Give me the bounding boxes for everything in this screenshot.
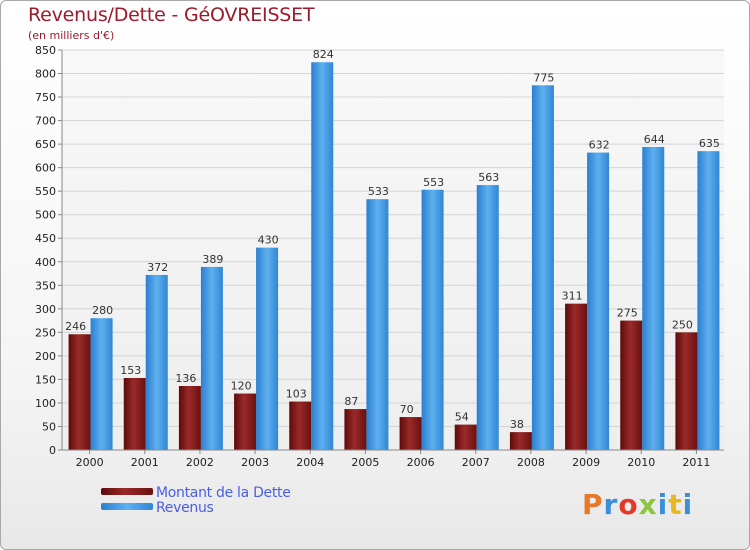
plot-area	[62, 50, 724, 450]
x-tick-label: 2001	[131, 456, 159, 469]
y-tick-label: 450	[35, 232, 56, 245]
y-tick-label: 600	[35, 162, 56, 175]
value-label: 280	[92, 304, 113, 317]
y-tick-label: 700	[35, 115, 56, 128]
value-label: 563	[478, 171, 499, 184]
x-tick-label: 2004	[296, 456, 324, 469]
value-label: 635	[699, 137, 720, 150]
y-tick-label: 200	[35, 350, 56, 363]
y-tick-label: 250	[35, 326, 56, 339]
logo-letter: r	[603, 488, 619, 521]
proxiti-logo: Proxiti	[582, 488, 693, 521]
bar-dette	[344, 409, 367, 450]
bar-revenus	[531, 85, 554, 450]
y-axis: 0 50 100 150 200 250 300 350 400 450 500 550 600 650 7…	[35, 44, 63, 457]
y-tick-label: 850	[35, 44, 56, 57]
bar-revenus	[145, 274, 168, 450]
x-tick-label: 2011	[682, 456, 710, 469]
y-tick-label: 400	[35, 256, 56, 269]
value-label: 87	[344, 395, 358, 408]
y-tick-label: 0	[49, 444, 56, 457]
y-tick-label: 150	[35, 373, 56, 386]
legend-label-revenus: Revenus	[156, 500, 214, 516]
value-label: 824	[313, 48, 334, 61]
value-label: 430	[258, 234, 279, 247]
value-label: 644	[644, 133, 665, 146]
bar-revenus	[642, 146, 665, 451]
x-tick-label: 2010	[627, 456, 655, 469]
legend-swatch-dette	[101, 488, 153, 495]
y-tick-label: 350	[35, 279, 56, 292]
value-label: 533	[368, 185, 389, 198]
x-tick-label: 2005	[351, 456, 379, 469]
value-label: 103	[286, 388, 307, 401]
value-labels: 246 280 153 372 136 389 120 430 103 824 87 533 70 553…	[65, 48, 720, 431]
x-axis: 2000 2001 2002 2003 2004 2005 2006 2007 2008 2009…	[62, 449, 724, 469]
value-label: 120	[231, 380, 252, 393]
bar-revenus	[311, 62, 334, 451]
y-tick-label: 650	[35, 138, 56, 151]
bars-group	[68, 62, 720, 451]
bar-revenus	[366, 199, 389, 450]
value-label: 632	[589, 139, 610, 152]
bar-dette	[509, 432, 532, 450]
value-label: 250	[672, 318, 693, 331]
x-tick-label: 2007	[462, 456, 490, 469]
bar-dette	[68, 334, 91, 450]
legend-swatch-revenus	[101, 503, 153, 510]
bar-revenus	[421, 189, 444, 450]
value-label: 372	[147, 261, 168, 274]
chart-subtitle: (en milliers d'€)	[28, 29, 115, 42]
x-tick-label: 2002	[186, 456, 214, 469]
bar-dette	[123, 378, 146, 450]
value-label: 153	[120, 364, 141, 377]
logo-letter: i	[657, 488, 669, 521]
x-tick-label: 2009	[572, 456, 600, 469]
value-label: 136	[175, 372, 196, 385]
value-label: 775	[533, 71, 554, 84]
logo-letter: x	[638, 488, 658, 521]
logo-letter: i	[682, 488, 694, 521]
bar-revenus	[476, 185, 499, 450]
y-tick-label: 500	[35, 209, 56, 222]
y-tick-label: 50	[42, 420, 56, 433]
y-tick-label: 550	[35, 185, 56, 198]
value-label: 38	[510, 418, 524, 431]
value-label: 553	[423, 176, 444, 189]
y-tick-label: 800	[35, 68, 56, 81]
bar-dette	[454, 424, 477, 450]
bar-dette	[399, 417, 422, 450]
bar-dette	[178, 386, 201, 450]
logo-letter: P	[582, 488, 604, 521]
bar-dette	[289, 401, 312, 450]
value-label: 70	[400, 403, 414, 416]
logo-letter: t	[668, 488, 683, 521]
chart-title: Revenus/Dette - GéOVREISSET	[28, 4, 315, 26]
x-tick-label: 2003	[241, 456, 269, 469]
x-tick-label: 2006	[407, 456, 435, 469]
legend	[101, 488, 153, 510]
value-label: 311	[562, 290, 583, 303]
bar-revenus	[90, 318, 113, 450]
bar-dette	[234, 393, 257, 450]
x-tick-label: 2008	[517, 456, 545, 469]
bar-revenus	[697, 151, 720, 451]
bar-revenus	[256, 247, 279, 450]
y-tick-label: 100	[35, 397, 56, 410]
value-label: 246	[65, 320, 86, 333]
value-label: 54	[455, 411, 469, 424]
x-tick-label: 2000	[76, 456, 104, 469]
bar-dette	[620, 320, 643, 450]
y-tick-label: 300	[35, 303, 56, 316]
y-tick-label: 750	[35, 91, 56, 104]
logo-letter: o	[618, 488, 639, 521]
value-label: 275	[617, 307, 638, 320]
value-label: 389	[202, 253, 223, 266]
bar-dette	[565, 303, 588, 450]
bar-revenus	[587, 152, 610, 450]
legend-label-dette: Montant de la Dette	[156, 485, 291, 501]
bar-revenus	[200, 266, 223, 450]
bar-dette	[675, 332, 698, 450]
